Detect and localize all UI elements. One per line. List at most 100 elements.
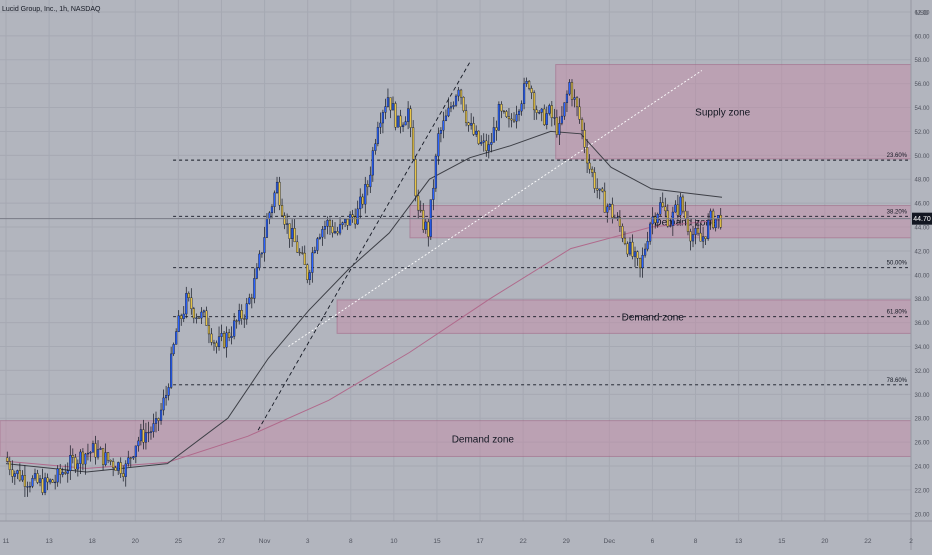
- candle-body: [205, 310, 208, 326]
- candle-body: [570, 82, 574, 100]
- candle-body: [270, 206, 274, 214]
- symbol-title: Lucid Group, Inc., 1h, NASDAQ: [2, 6, 101, 13]
- date-tick-label: 13: [45, 538, 53, 545]
- candle-body: [16, 470, 19, 474]
- candle-body: [638, 258, 642, 269]
- candle-body: [608, 204, 611, 207]
- candle-body: [689, 231, 692, 242]
- candle-body: [280, 205, 284, 216]
- candle-body: [649, 223, 652, 242]
- date-tick-label: 18: [89, 538, 97, 545]
- time-axis[interactable]: 11 13 18 20 25 27 Nov 3 8 10 15 17 22 29 Dec 6 8 13 15 20 22…: [0, 520, 932, 545]
- candle-body: [308, 272, 311, 280]
- candle-body: [359, 196, 362, 210]
- price-axis[interactable]: 20.00 22.00 24.00 26.00 28.00 30.00 32.00 34.00…: [910, 0, 930, 550]
- candle-body: [333, 231, 337, 234]
- candle-body: [580, 119, 584, 131]
- date-tick-label: 29: [563, 538, 571, 545]
- price-tick-label: 44.00: [914, 226, 930, 232]
- candle-body: [86, 452, 90, 455]
- candle-body: [636, 251, 639, 259]
- zone-label: Demand zone: [452, 435, 515, 446]
- date-tick-label: 15: [778, 538, 786, 545]
- candle-body: [434, 155, 437, 189]
- candle-body: [43, 477, 47, 493]
- fib-level-label: 23.60%: [887, 153, 908, 159]
- date-tick-label: Nov: [259, 538, 271, 545]
- candle-body: [119, 462, 122, 474]
- candle-body: [631, 241, 634, 257]
- candle-body: [419, 209, 422, 212]
- candle-body: [338, 224, 342, 234]
- date-tick-label: 20: [132, 538, 140, 545]
- candle-body: [588, 162, 591, 170]
- candle-body: [152, 423, 155, 432]
- date-tick-label: 20: [821, 538, 829, 545]
- fib-level-label: 61.80%: [887, 310, 908, 316]
- candle-body: [696, 228, 700, 234]
- candle-body: [593, 172, 596, 189]
- candle-body: [61, 472, 64, 475]
- candle-body: [517, 110, 521, 115]
- candle-body: [633, 251, 637, 257]
- trendlines-layer: [257, 61, 703, 431]
- candle-body: [303, 252, 306, 265]
- candle-body: [472, 123, 475, 135]
- candle-body: [623, 237, 627, 244]
- price-tick-label: 46.00: [914, 202, 930, 208]
- candle-body: [618, 217, 621, 227]
- fib-level-label: 50.00%: [887, 261, 908, 267]
- candle-body: [470, 123, 473, 126]
- candle-body: [606, 206, 609, 213]
- zone-label: Demand zone: [622, 313, 685, 324]
- candle-body: [540, 108, 543, 113]
- candle-body: [142, 429, 145, 443]
- candle-body: [268, 212, 271, 220]
- candle-body: [66, 470, 69, 474]
- candle-body: [603, 190, 606, 213]
- fibonacci-layer: 23.60% 38.20% 50.00% 61.80% 78.60%: [173, 153, 908, 386]
- price-tick-label: 38.00: [914, 297, 930, 303]
- candle-body: [429, 199, 432, 237]
- price-tick-label: 24.00: [914, 465, 930, 471]
- candle-body: [712, 210, 715, 228]
- price-tick-label: 48.00: [914, 178, 930, 184]
- candle-body: [273, 192, 276, 207]
- candle-body: [528, 81, 531, 89]
- date-tick-label: 11: [3, 538, 10, 545]
- candle-body: [371, 150, 374, 176]
- candle-body: [250, 297, 253, 299]
- candle-body: [568, 82, 571, 95]
- candle-body: [157, 418, 160, 421]
- candle-body: [676, 204, 679, 216]
- candle-body: [162, 397, 165, 411]
- candle-body: [132, 456, 135, 459]
- current-price-label: 44.70: [913, 216, 931, 223]
- candle-body: [628, 241, 632, 255]
- candle-body: [641, 255, 644, 269]
- candle-body: [454, 95, 458, 106]
- candle-body: [684, 210, 687, 220]
- candle-body: [212, 342, 216, 344]
- candle-body: [381, 112, 384, 124]
- candle-body: [596, 188, 599, 191]
- candle-body: [245, 303, 248, 320]
- candle-body: [64, 472, 67, 474]
- candle-body: [336, 231, 339, 234]
- candle-body: [601, 188, 604, 192]
- candle-body: [220, 333, 223, 337]
- candle-body: [41, 478, 44, 493]
- candle-body: [525, 81, 528, 84]
- candle-body: [681, 196, 685, 212]
- candle-body: [23, 475, 26, 487]
- candle-body: [437, 133, 440, 157]
- trendline: [288, 70, 703, 347]
- candle-body: [316, 238, 319, 251]
- candle-body: [263, 237, 266, 254]
- candle-body: [278, 181, 281, 206]
- candle-body: [578, 106, 581, 120]
- candle-body: [248, 297, 251, 304]
- candle-body: [621, 226, 624, 239]
